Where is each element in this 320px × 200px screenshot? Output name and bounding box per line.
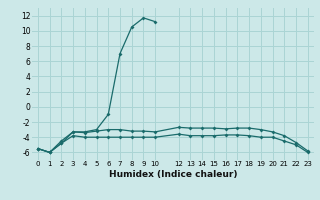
X-axis label: Humidex (Indice chaleur): Humidex (Indice chaleur): [108, 170, 237, 179]
